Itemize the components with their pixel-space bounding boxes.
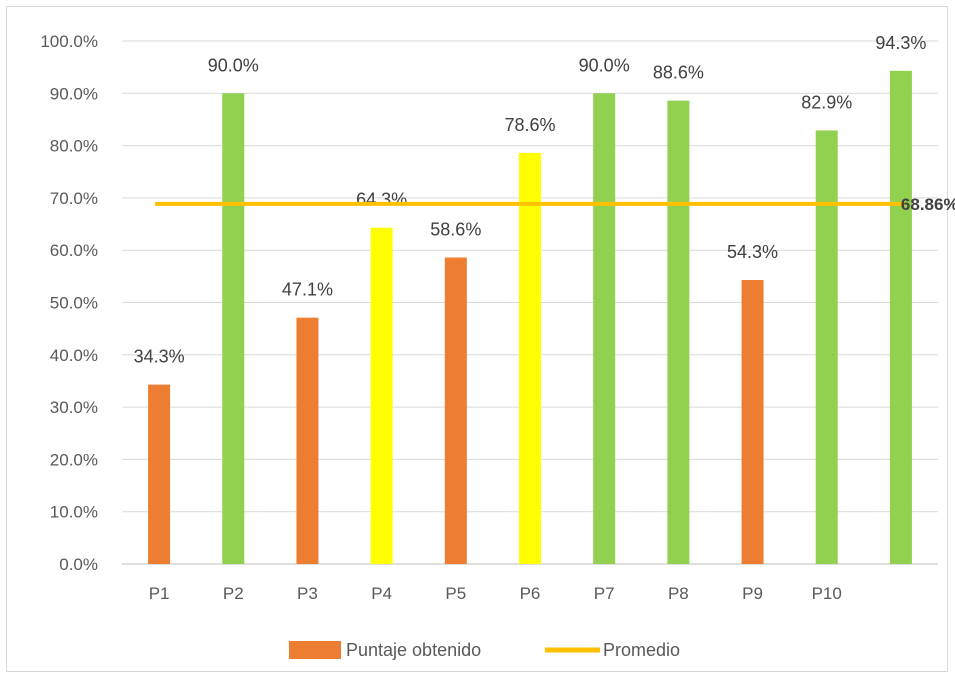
- x-tick-label: P3: [297, 584, 318, 603]
- y-tick-label: 20.0%: [50, 450, 98, 469]
- data-label: 34.3%: [134, 347, 185, 367]
- bar: [370, 227, 393, 564]
- data-label: 47.1%: [282, 280, 333, 300]
- legend-label-puntaje: Puntaje obtenido: [346, 640, 481, 660]
- x-axis-ticks: P1 P2 P3 P4 P5 P6 P7 P8 P9 P10: [149, 584, 842, 603]
- y-tick-label: 0.0%: [59, 555, 98, 574]
- x-tick-label: P5: [445, 584, 466, 603]
- y-axis-ticks: 0.0% 10.0% 20.0% 30.0% 40.0% 50.0% 60.0% 70.0% 8…: [40, 32, 98, 574]
- data-label: 82.9%: [801, 92, 852, 112]
- y-tick-label: 90.0%: [50, 84, 98, 103]
- legend-swatch-puntaje: [289, 641, 341, 659]
- bars: [148, 70, 912, 565]
- data-label: 88.6%: [653, 63, 704, 83]
- x-tick-label: P2: [223, 584, 244, 603]
- bar: [519, 152, 541, 564]
- bar: [815, 130, 838, 565]
- y-tick-label: 50.0%: [50, 294, 98, 313]
- average-line-group: 68.86%: [155, 195, 955, 214]
- x-tick-label: P9: [742, 584, 763, 603]
- data-label: 90.0%: [208, 55, 259, 75]
- x-tick-label: P4: [371, 584, 392, 603]
- average-label: 68.86%: [901, 195, 955, 214]
- x-tick-label: P1: [149, 584, 170, 603]
- bar: [148, 384, 171, 564]
- gridlines: [122, 40, 938, 565]
- data-label: 54.3%: [727, 242, 778, 262]
- y-tick-label: 10.0%: [50, 503, 98, 522]
- x-tick-label: P10: [812, 584, 842, 603]
- x-tick-label: P6: [520, 584, 541, 603]
- y-tick-label: 70.0%: [50, 189, 98, 208]
- y-tick-label: 80.0%: [50, 137, 98, 156]
- legend: Puntaje obtenido Promedio: [289, 640, 680, 660]
- y-tick-label: 100.0%: [40, 32, 98, 51]
- bar: [444, 257, 467, 564]
- legend-label-promedio: Promedio: [603, 640, 680, 660]
- x-tick-label: P7: [594, 584, 615, 603]
- data-label: 94.3%: [875, 33, 926, 53]
- y-tick-label: 60.0%: [50, 241, 98, 260]
- bar: [667, 100, 690, 564]
- bar: [741, 280, 764, 564]
- y-tick-label: 30.0%: [50, 398, 98, 417]
- bar: [593, 93, 616, 565]
- y-tick-label: 40.0%: [50, 346, 98, 365]
- data-label: 90.0%: [579, 55, 630, 75]
- bar: [889, 70, 912, 564]
- x-tick-label: P8: [668, 584, 689, 603]
- data-label: 64.3%: [356, 190, 407, 210]
- bar: [222, 93, 245, 565]
- data-label: 78.6%: [504, 115, 555, 135]
- data-label: 58.6%: [430, 220, 481, 240]
- bar: [296, 317, 319, 564]
